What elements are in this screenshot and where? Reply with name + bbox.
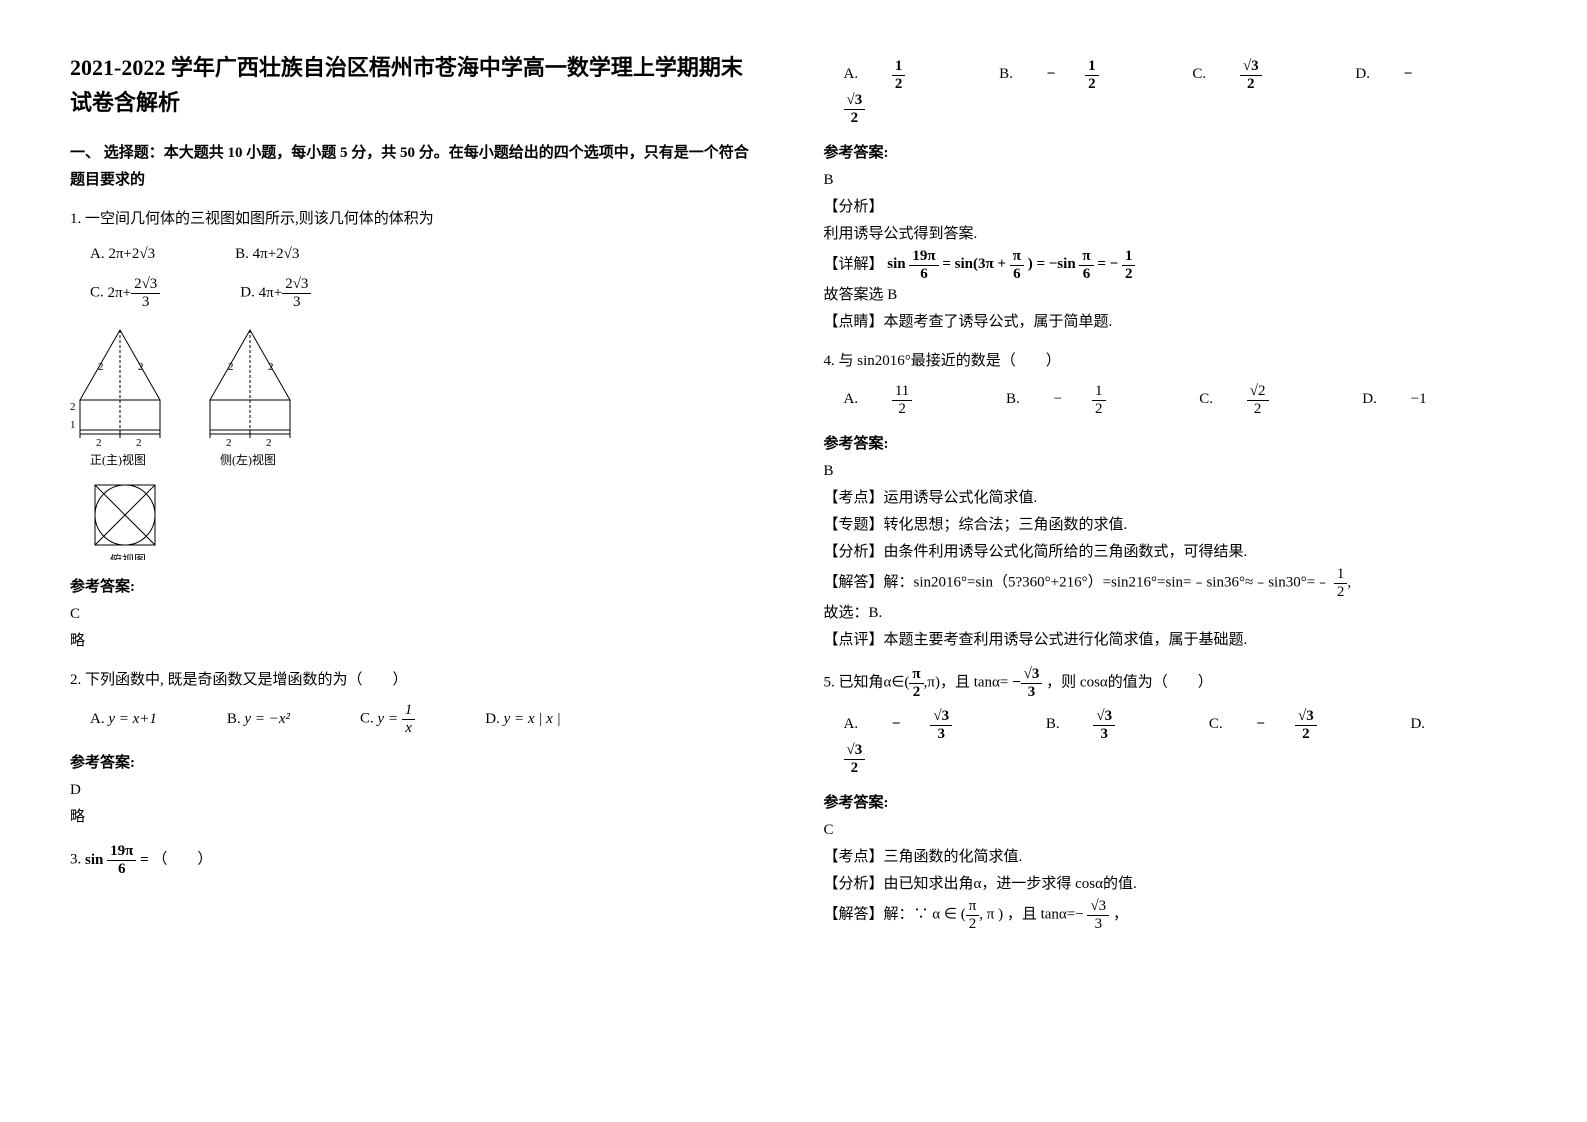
q4-conclude: 故选：B.: [824, 600, 1518, 627]
q2-optD: D. y = x | x |: [485, 706, 560, 733]
q2-optA: A. y = x+1: [90, 706, 157, 733]
question-5: 5. 已知角α∈(π2,π)，且 tanα= −√33 ，则 cosα的值为（ …: [824, 666, 1518, 932]
q5-text: 5. 已知角α∈(π2,π)，且 tanα= −√33 ，则 cosα的值为（ …: [824, 666, 1518, 700]
q5-optA: A. −√33: [844, 716, 1013, 732]
q1-answer: C: [70, 601, 764, 628]
svg-text:2: 2: [228, 361, 234, 373]
q4-options: A. 112 B. −12 C. √22 D. −1: [844, 383, 1518, 417]
svg-text:1: 1: [70, 419, 76, 431]
q4-optA: A. 112: [844, 391, 973, 407]
q5-fx: 【分析】由已知求出角α，进一步求得 cosα的值.: [824, 871, 1518, 898]
q2-answer: D: [70, 777, 764, 804]
q4-dp: 【点评】本题主要考查利用诱导公式进行化简求值，属于基础题.: [824, 627, 1518, 654]
q4-kd: 【考点】运用诱导公式化简求值.: [824, 485, 1518, 512]
section1-head: 一、 选择题：本大题共 10 小题，每小题 5 分，共 50 分。在每小题给出的…: [70, 140, 764, 194]
q3-answer-label: 参考答案:: [824, 140, 1518, 167]
svg-text:2: 2: [70, 401, 76, 413]
q3-optC: C. √32: [1192, 66, 1321, 82]
svg-text:2: 2: [268, 361, 274, 373]
q2-optB: B. y = −x²: [227, 706, 290, 733]
q1-optA: A. 2π+2√3: [90, 241, 155, 268]
svg-text:2: 2: [138, 361, 144, 373]
question-1: 1. 一空间几何体的三视图如图所示,则该几何体的体积为 A. 2π+2√3 B.…: [70, 206, 764, 655]
q4-optB: B. −12: [1006, 391, 1165, 407]
svg-text:2: 2: [136, 437, 142, 449]
q5-options: A. −√33 B. √33 C. −√32 D. √32: [844, 708, 1518, 776]
q3-optB: B. −12: [999, 66, 1159, 82]
q1-three-view-diagram: 2 2 2 1 2 2 正(主)视图: [70, 320, 330, 560]
svg-text:侧(左)视图: 侧(左)视图: [220, 452, 276, 467]
q3-analysis-label: 【分析】: [824, 194, 1518, 221]
q5-answer-label: 参考答案:: [824, 790, 1518, 817]
q1-optD: D. 4π+2√33: [240, 276, 311, 310]
q2-note: 略: [70, 804, 764, 831]
doc-title: 2021-2022 学年广西壮族自治区梧州市苍海中学高一数学理上学期期末试卷含解…: [70, 50, 764, 120]
q5-answer: C: [824, 817, 1518, 844]
q2-optC: C. y = 1x: [360, 702, 415, 736]
svg-text:2: 2: [98, 361, 104, 373]
q4-zt: 【专题】转化思想；综合法；三角函数的求值.: [824, 512, 1518, 539]
q2-text: 2. 下列函数中, 既是奇函数又是增函数的为（ ）: [70, 667, 764, 694]
q3-point: 【点睛】本题考查了诱导公式，属于简单题.: [824, 309, 1518, 336]
q3-optA: A. 12: [844, 66, 966, 82]
svg-text:正(主)视图: 正(主)视图: [90, 452, 146, 467]
q2-answer-label: 参考答案:: [70, 750, 764, 777]
q3-options: A. 12 B. −12 C. √32 D. −√32: [844, 58, 1518, 126]
q1-options-row2: C. 2π+2√33 D. 4π+2√33: [90, 276, 764, 310]
q2-options: A. y = x+1 B. y = −x² C. y = 1x D. y = x…: [90, 702, 764, 736]
q3-analysis-text: 利用诱导公式得到答案.: [824, 221, 1518, 248]
q4-answer: B: [824, 458, 1518, 485]
q1-note: 略: [70, 628, 764, 655]
question-3-stem: 3. sin 19π6 = （ ）: [70, 843, 764, 877]
q4-optD: D. −1: [1362, 391, 1456, 407]
q1-options-row1: A. 2π+2√3 B. 4π+2√3: [90, 241, 764, 268]
q5-optC: C. −√32: [1209, 716, 1377, 732]
question-4: 4. 与 sin2016°最接近的数是（ ） A. 112 B. −12 C. …: [824, 348, 1518, 654]
svg-text:俯视图: 俯视图: [110, 552, 146, 560]
q4-optC: C. √22: [1199, 391, 1328, 407]
q4-jd: 【解答】解：sin2016°=sin（5?360°+216°）=sin216°=…: [824, 566, 1518, 600]
q1-optC: C. 2π+2√33: [90, 276, 160, 310]
q1-optB: B. 4π+2√3: [235, 241, 299, 268]
q4-answer-label: 参考答案:: [824, 431, 1518, 458]
q3-detail: 【详解】 sin 19π6 = sin(3π + π6 ) = −sin π6 …: [824, 248, 1518, 282]
svg-text:2: 2: [226, 437, 232, 449]
q1-answer-label: 参考答案:: [70, 574, 764, 601]
q3-answer: B: [824, 167, 1518, 194]
q4-text: 4. 与 sin2016°最接近的数是（ ）: [824, 348, 1518, 375]
q3-conclude: 故答案选 B: [824, 282, 1518, 309]
q1-text: 1. 一空间几何体的三视图如图所示,则该几何体的体积为: [70, 206, 764, 233]
svg-text:2: 2: [266, 437, 272, 449]
q5-jd: 【解答】解：∵ α ∈ (π2, π ) ，且 tanα=− √33 ，: [824, 898, 1518, 932]
q5-optB: B. √33: [1046, 716, 1175, 732]
question-2: 2. 下列函数中, 既是奇函数又是增函数的为（ ） A. y = x+1 B. …: [70, 667, 764, 831]
q4-fx: 【分析】由条件利用诱导公式化简所给的三角函数式，可得结果.: [824, 539, 1518, 566]
q5-kd: 【考点】三角函数的化简求值.: [824, 844, 1518, 871]
svg-text:2: 2: [96, 437, 102, 449]
